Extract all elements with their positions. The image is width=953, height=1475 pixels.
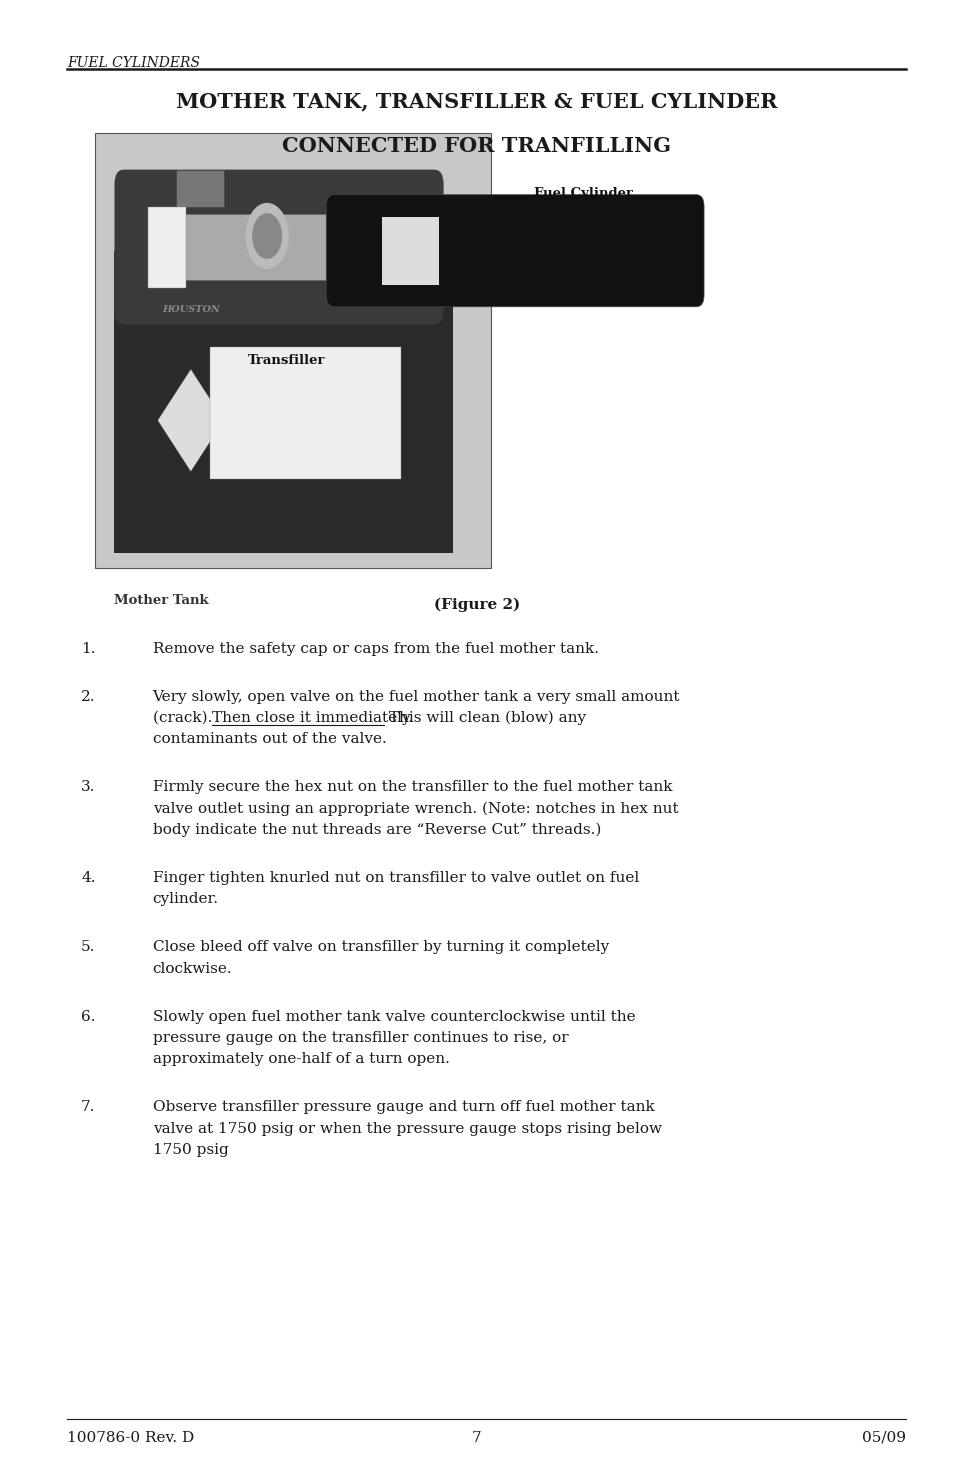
Text: cylinder.: cylinder. bbox=[152, 892, 218, 906]
Text: Observe transfiller pressure gauge and turn off fuel mother tank: Observe transfiller pressure gauge and t… bbox=[152, 1100, 654, 1114]
Text: Firmly secure the hex nut on the transfiller to the fuel mother tank: Firmly secure the hex nut on the transfi… bbox=[152, 780, 672, 794]
Polygon shape bbox=[157, 369, 224, 472]
FancyBboxPatch shape bbox=[210, 347, 400, 479]
Text: CONNECTED FOR TRANFILLING: CONNECTED FOR TRANFILLING bbox=[282, 136, 671, 156]
Text: 7.: 7. bbox=[81, 1100, 95, 1114]
Text: Slowly open fuel mother tank valve counterclockwise until the: Slowly open fuel mother tank valve count… bbox=[152, 1009, 635, 1024]
Text: (Figure 2): (Figure 2) bbox=[434, 597, 519, 612]
Text: FUEL CYLINDERS: FUEL CYLINDERS bbox=[67, 56, 199, 69]
Text: valve at 1750 psig or when the pressure gauge stops rising below: valve at 1750 psig or when the pressure … bbox=[152, 1121, 661, 1136]
Text: 4.: 4. bbox=[81, 870, 95, 885]
Text: clockwise.: clockwise. bbox=[152, 962, 232, 975]
Text: Close bleed off valve on transfiller by turning it completely: Close bleed off valve on transfiller by … bbox=[152, 941, 608, 954]
FancyBboxPatch shape bbox=[152, 214, 419, 280]
Text: 1750 psig: 1750 psig bbox=[152, 1143, 228, 1156]
Text: approximately one-half of a turn open.: approximately one-half of a turn open. bbox=[152, 1053, 449, 1066]
Circle shape bbox=[246, 204, 288, 268]
Text: Remove the safety cap or caps from the fuel mother tank.: Remove the safety cap or caps from the f… bbox=[152, 642, 598, 655]
Text: contaminants out of the valve.: contaminants out of the valve. bbox=[152, 733, 386, 746]
FancyBboxPatch shape bbox=[148, 207, 186, 288]
Text: 05/09: 05/09 bbox=[862, 1431, 905, 1444]
Text: 3.: 3. bbox=[81, 780, 95, 794]
Text: MOTHER TANK, TRANSFILLER & FUEL CYLINDER: MOTHER TANK, TRANSFILLER & FUEL CYLINDER bbox=[176, 91, 777, 112]
Text: Then close it immediately.: Then close it immediately. bbox=[212, 711, 413, 724]
FancyBboxPatch shape bbox=[176, 170, 224, 206]
Text: 5.: 5. bbox=[81, 941, 95, 954]
FancyBboxPatch shape bbox=[326, 195, 703, 307]
Text: body indicate the nut threads are “Reverse Cut” threads.): body indicate the nut threads are “Rever… bbox=[152, 823, 600, 838]
FancyBboxPatch shape bbox=[114, 170, 443, 324]
FancyBboxPatch shape bbox=[381, 217, 438, 285]
Text: 1.: 1. bbox=[81, 642, 95, 655]
Text: Mother Tank: Mother Tank bbox=[114, 594, 209, 608]
Text: Finger tighten knurled nut on transfiller to valve outlet on fuel: Finger tighten knurled nut on transfille… bbox=[152, 870, 639, 885]
Text: 2.: 2. bbox=[81, 689, 95, 704]
Text: Very slowly, open valve on the fuel mother tank a very small amount: Very slowly, open valve on the fuel moth… bbox=[152, 689, 679, 704]
FancyBboxPatch shape bbox=[95, 133, 491, 568]
Text: (crack).: (crack). bbox=[152, 711, 216, 724]
Text: HOUSTON: HOUSTON bbox=[162, 305, 219, 314]
Text: pressure gauge on the transfiller continues to rise, or: pressure gauge on the transfiller contin… bbox=[152, 1031, 568, 1044]
Text: Transfiller: Transfiller bbox=[248, 354, 325, 367]
Text: Fuel Cylinder: Fuel Cylinder bbox=[534, 187, 633, 201]
FancyBboxPatch shape bbox=[114, 251, 453, 553]
Text: This will clean (blow) any: This will clean (blow) any bbox=[383, 711, 585, 726]
Text: 7: 7 bbox=[472, 1431, 481, 1444]
Text: 100786-0 Rev. D: 100786-0 Rev. D bbox=[67, 1431, 193, 1444]
Circle shape bbox=[253, 214, 281, 258]
Text: valve outlet using an appropriate wrench. (Note: notches in hex nut: valve outlet using an appropriate wrench… bbox=[152, 802, 678, 816]
Text: 6.: 6. bbox=[81, 1009, 95, 1024]
